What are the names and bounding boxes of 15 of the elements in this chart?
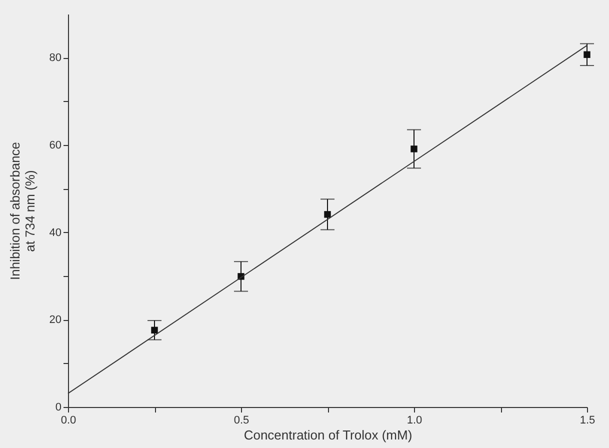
y-tick-label: 0 — [55, 402, 62, 414]
y-axis-title: Inhibition of absorbance at 734 nm (%) — [7, 142, 38, 280]
y-tick-label: 20 — [49, 314, 62, 326]
point — [324, 211, 331, 218]
x-tick-label: 1.0 — [406, 414, 422, 426]
x-tick-label: 0.0 — [60, 414, 76, 426]
y-tick-label: 40 — [49, 226, 62, 239]
x-axis-title: Concentration of Trolox (mM) — [244, 428, 412, 442]
y-tick-label: 60 — [49, 140, 62, 152]
x-tick-label: 1.5 — [580, 414, 596, 426]
point — [410, 146, 418, 152]
y-tick-label: 80 — [49, 52, 62, 64]
point — [584, 51, 590, 58]
point — [151, 326, 158, 334]
x-tick-label: 0.5 — [234, 414, 250, 426]
